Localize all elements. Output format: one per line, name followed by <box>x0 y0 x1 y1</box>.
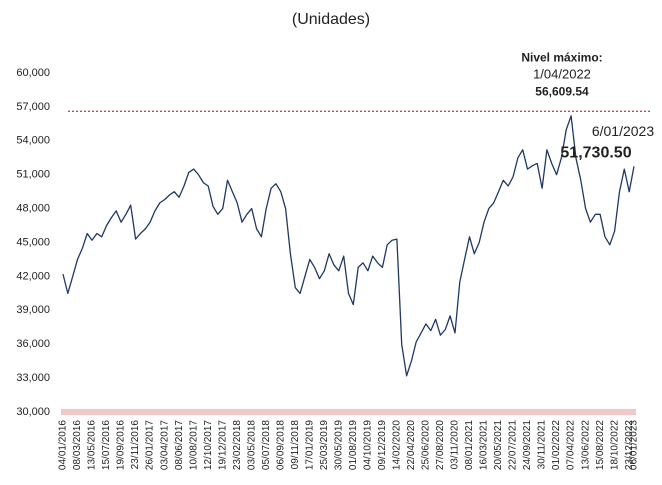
x-tick-label: 19/12/2017 <box>217 420 228 470</box>
x-tick-label: 22/07/2021 <box>508 420 519 470</box>
x-tick-label: 17/01/2019 <box>304 420 315 470</box>
x-tick-label: 08/01/2021 <box>464 420 475 470</box>
y-tick-label: 48,000 <box>16 203 50 215</box>
x-tick-label: 13/05/2016 <box>87 420 98 470</box>
y-tick-label: 57,000 <box>16 101 50 113</box>
x-tick-label: 08/03/2016 <box>72 420 83 470</box>
x-tick-label: 01/02/2022 <box>551 420 562 470</box>
x-tick-label: 14/02/2020 <box>392 420 403 470</box>
x-tick-label: 22/04/2020 <box>406 420 417 470</box>
x-tick-label: 30/11/2021 <box>537 420 548 470</box>
x-tick-label: 12/10/2017 <box>203 420 214 470</box>
x-tick-label: 06/09/2018 <box>275 420 286 470</box>
y-tick-label: 54,000 <box>16 135 50 147</box>
y-tick-label: 36,000 <box>16 338 50 350</box>
y-tick-label: 42,000 <box>16 270 50 282</box>
x-tick-label: 20/05/2021 <box>493 420 504 470</box>
x-tick-label: 07/04/2022 <box>566 420 577 470</box>
x-tick-label: 16/03/2021 <box>479 420 490 470</box>
x-tick-label: 27/08/2020 <box>435 420 446 470</box>
x-tick-label: 23/12/2022 <box>624 420 635 470</box>
annotation-value: 56,609.54 <box>535 84 589 98</box>
x-tick-label: 04/10/2019 <box>362 420 373 470</box>
annotation-label: Nivel máximo: <box>521 50 602 64</box>
x-tick-label: 25/06/2020 <box>421 420 432 470</box>
x-tick-label: 04/01/2016 <box>58 420 69 470</box>
baseline-band <box>61 409 636 415</box>
x-tick-label: 15/08/2022 <box>595 420 606 470</box>
y-tick-label: 51,000 <box>16 169 50 181</box>
x-tick-label: 01/08/2019 <box>348 420 359 470</box>
x-tick-label: 03/11/2020 <box>450 420 461 470</box>
chart-title: (Unidades) <box>292 11 370 28</box>
x-tick-label: 08/06/2017 <box>174 420 185 470</box>
x-tick-label: 05/07/2018 <box>261 420 272 470</box>
annotation-value: 51,730.50 <box>560 145 631 162</box>
x-tick-label: 09/11/2018 <box>290 420 301 470</box>
y-tick-label: 45,000 <box>16 236 50 248</box>
x-tick-label: 26/01/2017 <box>145 420 156 470</box>
x-tick-label: 25/03/2019 <box>319 420 330 470</box>
x-tick-label: 23/02/2018 <box>232 420 243 470</box>
annotation-date: 6/01/2023 <box>592 123 654 139</box>
x-tick-label: 03/04/2017 <box>159 420 170 470</box>
x-tick-label: 06/01/2023 <box>629 420 640 470</box>
x-tick-label: 13/06/2022 <box>580 420 591 470</box>
annotation-date: 1/04/2022 <box>533 67 591 82</box>
line <box>62 115 635 377</box>
y-tick-label: 60,000 <box>16 67 50 79</box>
y-tick-label: 30,000 <box>16 406 50 418</box>
x-tick-label: 30/05/2019 <box>333 420 344 470</box>
x-tick-label: 03/05/2018 <box>246 420 257 470</box>
y-tick-label: 33,000 <box>16 372 50 384</box>
x-tick-label: 15/07/2016 <box>101 420 112 470</box>
x-tick-label: 19/09/2016 <box>116 420 127 470</box>
x-tick-label: 23/11/2016 <box>130 420 141 470</box>
x-tick-label: 10/08/2017 <box>188 420 199 470</box>
x-tick-label: 24/09/2021 <box>522 420 533 470</box>
y-tick-label: 39,000 <box>16 304 50 316</box>
x-tick-label: 09/12/2019 <box>377 420 388 470</box>
x-tick-label: 18/10/2022 <box>609 420 620 470</box>
